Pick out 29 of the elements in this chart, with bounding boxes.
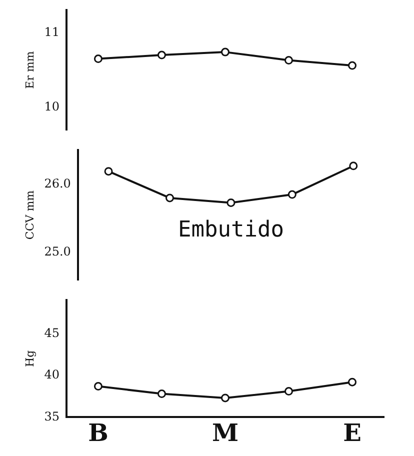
y-axis-title: CCV mm [23, 190, 36, 240]
y-tick-label: 40 [44, 368, 60, 382]
y-tick-label: 45 [44, 326, 60, 340]
point [157, 390, 166, 398]
point [288, 190, 296, 199]
point [94, 54, 102, 64]
point [94, 382, 102, 391]
point [220, 48, 230, 56]
point [284, 56, 293, 65]
x-tick-label: E [343, 418, 362, 447]
point [284, 387, 293, 396]
annotation: Embutido [178, 217, 284, 242]
point [348, 61, 356, 70]
y-tick-label: 26.0 [44, 176, 71, 190]
x-tick-label: M [212, 418, 239, 447]
y-tick-label: 11 [44, 24, 60, 39]
point [220, 394, 230, 402]
y-tick-label: 35 [44, 409, 60, 424]
point [165, 194, 174, 202]
y-axis-title: Er mm [23, 50, 36, 89]
point [104, 167, 113, 176]
y-axis-title: Hg [23, 350, 36, 368]
x-tick-label: B [88, 418, 108, 447]
point [349, 162, 358, 170]
point [226, 198, 236, 207]
point [157, 50, 166, 60]
y-tick-label: 10 [44, 100, 60, 114]
point [348, 378, 356, 386]
y-tick-label: 25.0 [44, 244, 71, 259]
